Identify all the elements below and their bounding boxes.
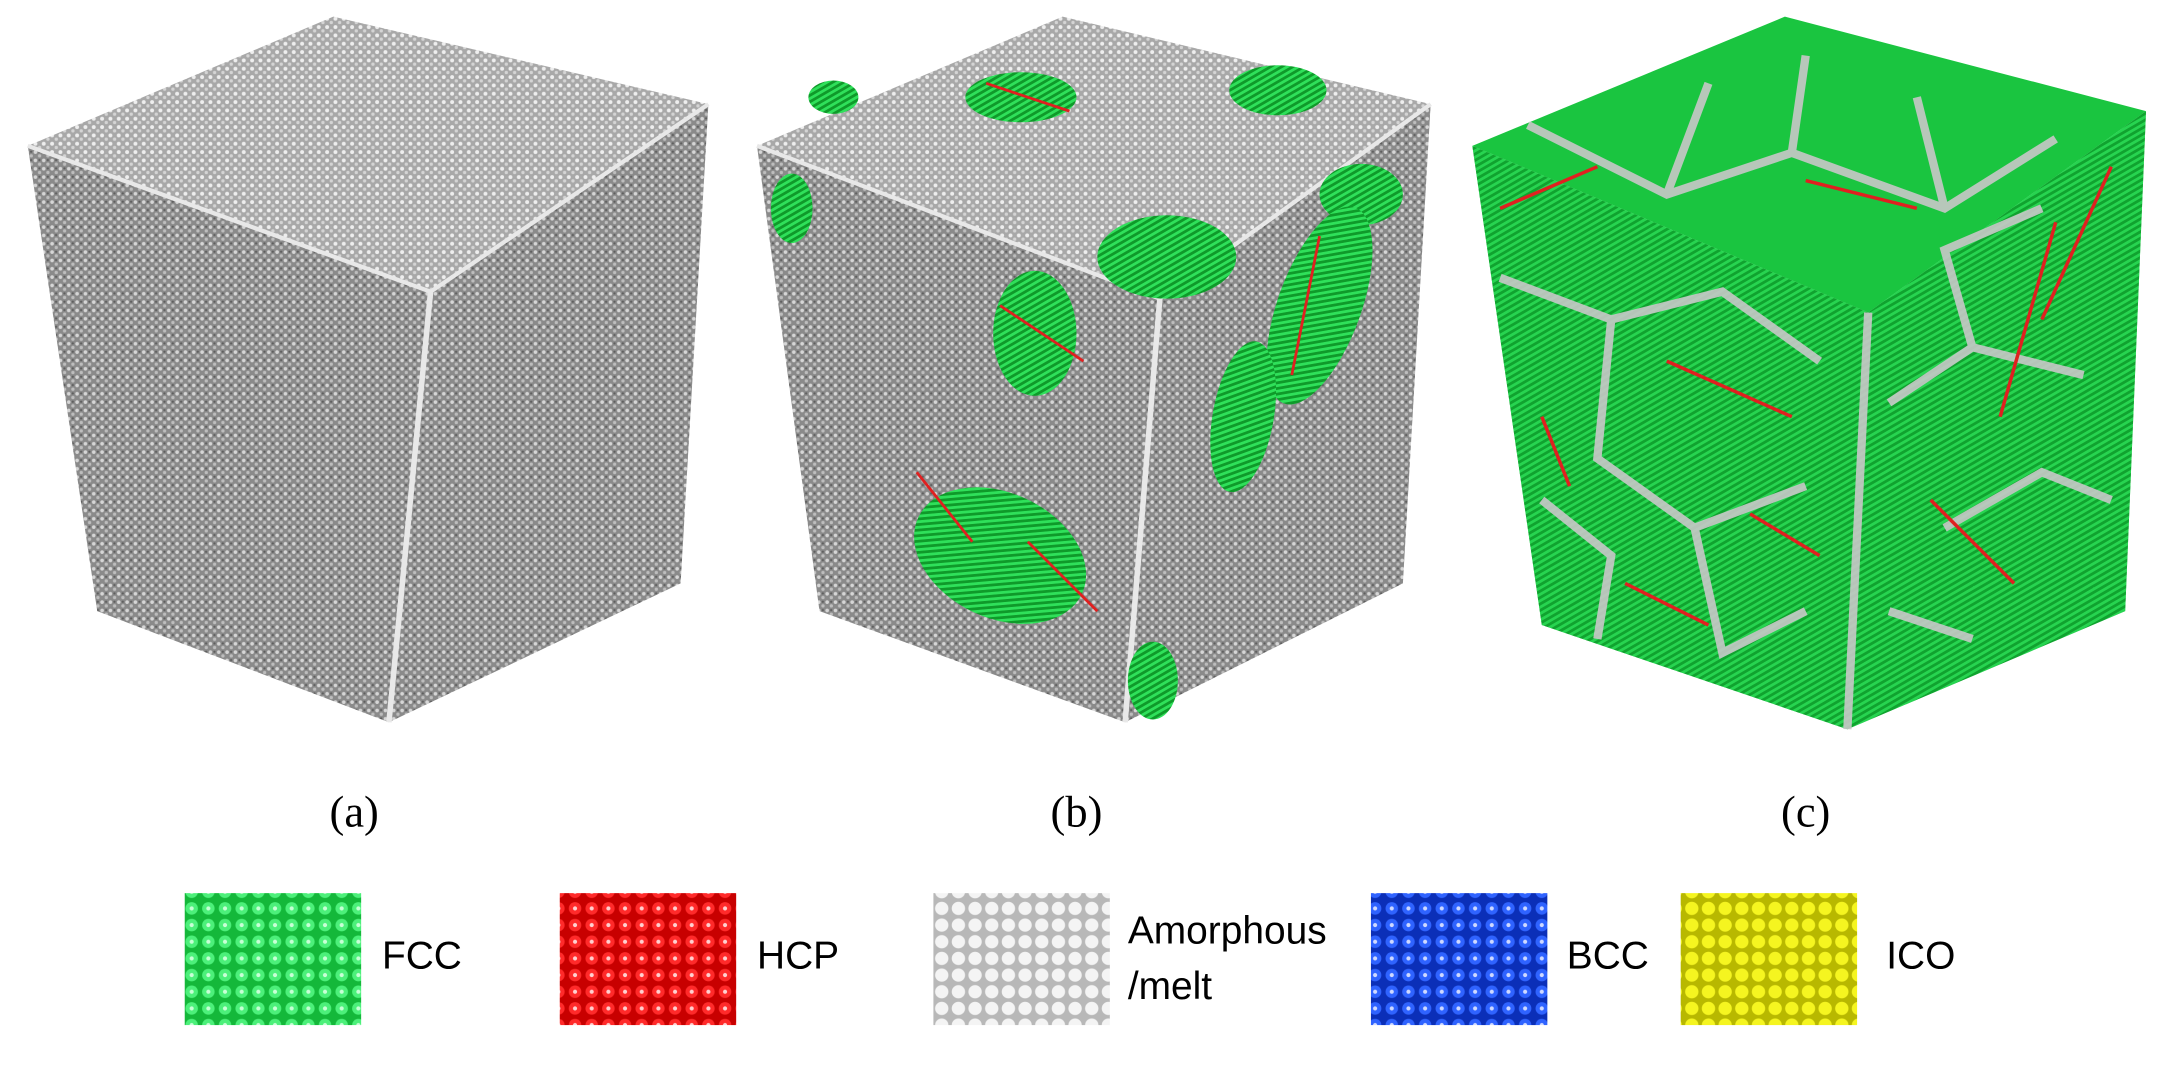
panel-label: (c) bbox=[1781, 786, 1830, 836]
legend-swatch bbox=[933, 893, 1110, 1026]
legend-label: HCP bbox=[757, 935, 839, 978]
cube-a bbox=[27, 16, 710, 723]
legend-label: FCC bbox=[382, 935, 462, 978]
legend-swatch bbox=[1680, 893, 1858, 1026]
legend-swatch bbox=[184, 893, 362, 1026]
legend: FCC HCP Amorphous /melt BCC ICO bbox=[184, 893, 1955, 1026]
cube-c bbox=[1472, 16, 2147, 730]
panel-label: (a) bbox=[330, 786, 379, 836]
legend-label: /melt bbox=[1128, 965, 1212, 1008]
panel-label: (b) bbox=[1051, 786, 1103, 836]
legend-label: BCC bbox=[1567, 935, 1649, 978]
legend-swatch bbox=[1370, 893, 1548, 1026]
cube-b bbox=[756, 16, 1432, 723]
figure-content: (a) (b) (c) FCC HCP Amorphous /melt BCC … bbox=[27, 16, 2147, 1026]
legend-label: ICO bbox=[1886, 935, 1955, 978]
legend-swatch bbox=[559, 893, 737, 1026]
legend-label: Amorphous bbox=[1128, 910, 1327, 953]
